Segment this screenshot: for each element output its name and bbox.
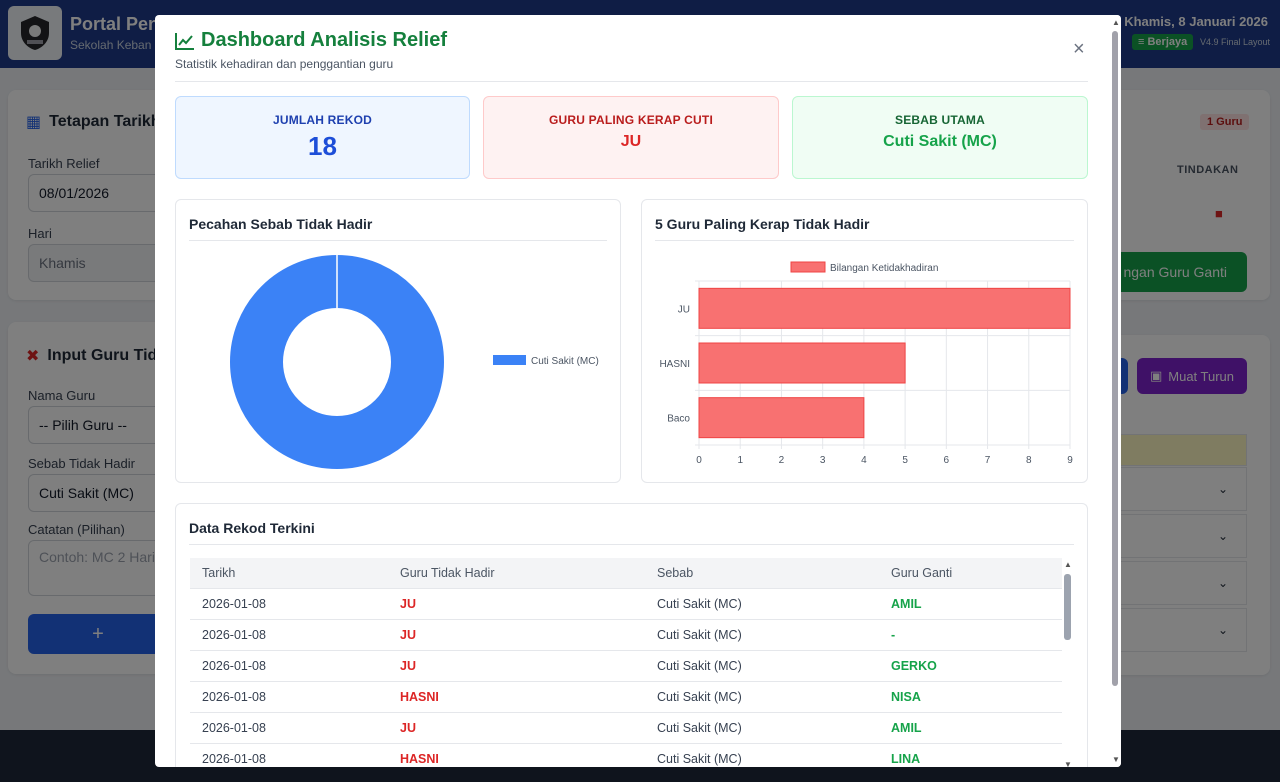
cell-reason: Cuti Sakit (MC) — [645, 680, 879, 712]
x-tick-label: 9 — [1067, 455, 1073, 466]
modal-title: Dashboard Analisis Relief — [175, 29, 447, 52]
bar — [698, 397, 865, 439]
table-header-row: Tarikh Guru Tidak Hadir Sebab Guru Ganti — [190, 558, 1062, 588]
cell-substitute: NISA — [879, 680, 1062, 712]
total-records-value: 18 — [308, 131, 337, 161]
table-row: 2026-01-08 JU Cuti Sakit (MC) AMIL — [190, 711, 1062, 743]
total-records-card: JUMLAH REKOD 18 — [175, 96, 470, 179]
col-date: Tarikh — [202, 565, 236, 580]
table-row: 2026-01-08 JU Cuti Sakit (MC) GERKO — [190, 649, 1062, 681]
scroll-up-icon[interactable]: ▲ — [1064, 560, 1072, 569]
scroll-up-icon[interactable]: ▲ — [1112, 18, 1120, 27]
table-row: 2026-01-08 JU Cuti Sakit (MC) - — [190, 618, 1062, 650]
table-scroll-thumb[interactable] — [1064, 574, 1071, 640]
cell-substitute: AMIL — [879, 711, 1062, 743]
close-icon[interactable]: × — [1073, 38, 1085, 60]
cell-absent-teacher: HASNI — [388, 742, 645, 767]
x-tick-label: 0 — [696, 455, 702, 466]
cell-absent-teacher: JU — [388, 618, 645, 650]
main-reason-value: Cuti Sakit (MC) — [883, 133, 997, 150]
cell-date: 2026-01-08 — [190, 711, 388, 743]
cell-substitute: LINA — [879, 742, 1062, 767]
scroll-down-icon[interactable]: ▼ — [1112, 755, 1120, 764]
bar-legend-label: Bilangan Ketidakhadiran — [830, 263, 938, 274]
x-tick-label: 4 — [861, 455, 867, 466]
cell-absent-teacher: JU — [388, 711, 645, 743]
cell-absent-teacher: HASNI — [388, 680, 645, 712]
records-table: Tarikh Guru Tidak Hadir Sebab Guru Ganti… — [190, 558, 1062, 767]
modal-subtitle: Statistik kehadiran dan penggantian guru — [175, 57, 394, 71]
reason-breakdown-panel: Pecahan Sebab Tidak Hadir Cuti Sakit (MC… — [175, 199, 621, 483]
bar-chart: Bilangan Ketidakhadiran 0 1 2 3 4 5 6 7 8 9 JU HASNI… — [659, 261, 1073, 466]
pie-legend-label: Cuti Sakit (MC) — [531, 356, 599, 367]
cell-date: 2026-01-08 — [190, 680, 388, 712]
cell-substitute: - — [879, 618, 1062, 650]
col-reason: Sebab — [657, 565, 694, 580]
cell-date: 2026-01-08 — [190, 742, 388, 767]
cell-absent-teacher: JU — [388, 587, 645, 619]
table-row: 2026-01-08 HASNI Cuti Sakit (MC) LINA — [190, 742, 1062, 767]
cell-date: 2026-01-08 — [190, 618, 388, 650]
x-tick-label: 3 — [820, 455, 826, 466]
panel-divider — [655, 240, 1074, 241]
frequent-absentee-card: GURU PALING KERAP CUTI JU — [483, 96, 779, 179]
cell-absent-teacher: JU — [388, 649, 645, 681]
table-scrollbar[interactable]: ▲ ▼ — [1062, 558, 1074, 767]
frequent-absentee-value: JU — [620, 133, 642, 150]
analysis-modal: Dashboard Analisis Relief Statistik keha… — [155, 15, 1121, 767]
top-absentees-panel: 5 Guru Paling Kerap Tidak Hadir Bilangan… — [641, 199, 1088, 483]
bar — [698, 287, 1071, 329]
bar-panel-title: 5 Guru Paling Kerap Tidak Hadir — [655, 216, 870, 232]
scroll-down-icon[interactable]: ▼ — [1064, 760, 1072, 767]
cell-substitute: GERKO — [879, 649, 1062, 681]
y-tick-label: JU — [678, 304, 690, 315]
cell-reason: Cuti Sakit (MC) — [645, 711, 879, 743]
y-tick-label: Baco — [667, 414, 690, 425]
pie-chart: Cuti Sakit (MC) — [230, 255, 599, 469]
bar — [698, 342, 906, 384]
cell-substitute: AMIL — [879, 587, 1062, 619]
cell-date: 2026-01-08 — [190, 649, 388, 681]
panel-divider — [189, 544, 1074, 545]
x-tick-label: 1 — [737, 455, 743, 466]
modal-divider — [175, 81, 1088, 82]
total-records-label: JUMLAH REKOD — [272, 113, 373, 127]
pie-legend-swatch — [493, 355, 526, 365]
bar-legend-swatch — [790, 261, 826, 273]
cell-reason: Cuti Sakit (MC) — [645, 742, 879, 767]
col-absent-teacher: Guru Tidak Hadir — [400, 565, 495, 580]
frequent-absentee-label: GURU PALING KERAP CUTI — [549, 113, 713, 127]
table-row: 2026-01-08 HASNI Cuti Sakit (MC) NISA — [190, 680, 1062, 712]
x-tick-label: 7 — [985, 455, 991, 466]
x-tick-label: 5 — [902, 455, 908, 466]
cell-reason: Cuti Sakit (MC) — [645, 649, 879, 681]
modal-scrollbar[interactable]: ▲ ▼ — [1109, 15, 1121, 767]
cell-date: 2026-01-08 — [190, 587, 388, 619]
y-tick-label: HASNI — [659, 359, 690, 370]
main-reason-card: SEBAB UTAMA Cuti Sakit (MC) — [792, 96, 1088, 179]
x-tick-label: 8 — [1026, 455, 1032, 466]
cell-reason: Cuti Sakit (MC) — [645, 618, 879, 650]
modal-title-text: Dashboard Analisis Relief — [201, 29, 447, 51]
chart-line-icon — [175, 32, 194, 50]
main-reason-label: SEBAB UTAMA — [895, 113, 985, 127]
panel-divider — [189, 240, 607, 241]
table-row: 2026-01-08 JU Cuti Sakit (MC) AMIL — [190, 587, 1062, 619]
records-table-wrapper[interactable]: Tarikh Guru Tidak Hadir Sebab Guru Ganti… — [190, 558, 1062, 767]
pie-panel-title: Pecahan Sebab Tidak Hadir — [189, 216, 373, 232]
x-tick-label: 2 — [779, 455, 785, 466]
table-panel-title: Data Rekod Terkini — [189, 520, 315, 536]
cell-reason: Cuti Sakit (MC) — [645, 587, 879, 619]
col-substitute: Guru Ganti — [891, 565, 953, 580]
x-tick-label: 6 — [944, 455, 950, 466]
modal-scroll-thumb[interactable] — [1112, 31, 1118, 686]
